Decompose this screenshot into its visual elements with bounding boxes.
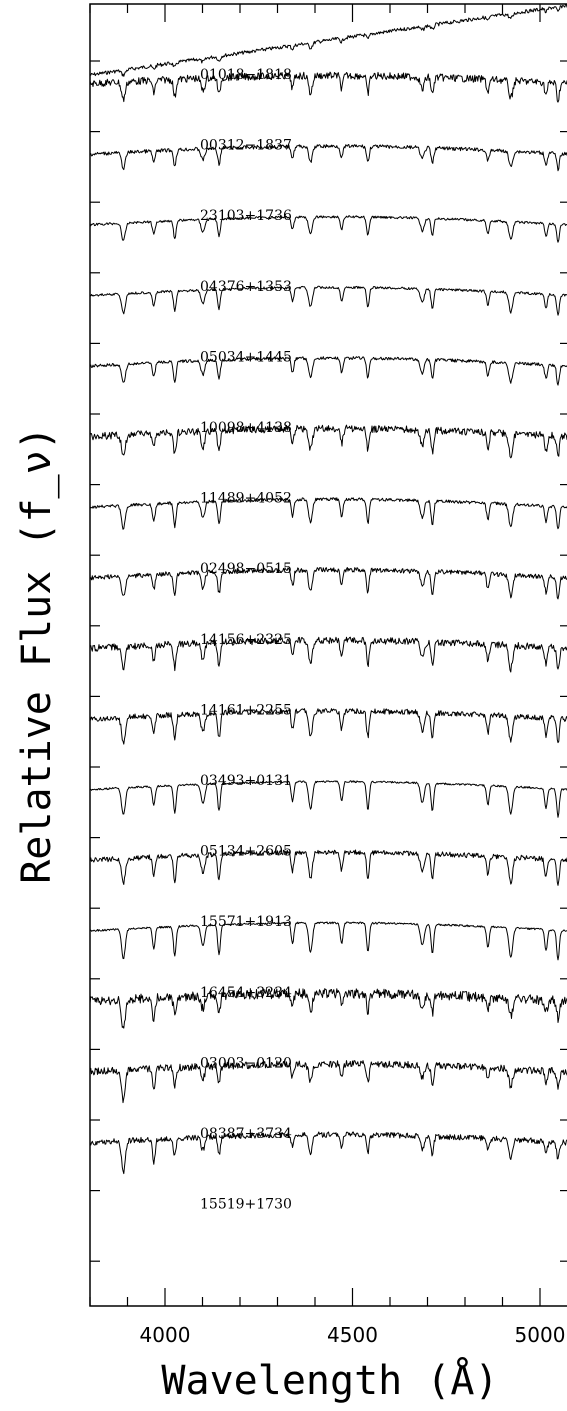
spectrum-line: [89, 144, 567, 172]
spectrum-label: 10098+4138: [200, 420, 292, 436]
spectrum-line: [89, 567, 567, 600]
spectrum-labels: 01018−1818 00312−1837 23103+1736 04376+1353…: [200, 67, 292, 1213]
spectrum-line: [89, 424, 567, 459]
spectrum-label: 03003−0120: [200, 1055, 292, 1071]
y-ticks: [90, 60, 567, 1262]
spectrum-line: [89, 636, 567, 673]
spectrum-line: [89, 285, 567, 316]
spectrum-label: 23103+1736: [200, 208, 292, 224]
spectrum-label: 15519+1730: [200, 1197, 292, 1213]
spectrum-line: [89, 849, 567, 886]
x-tick-label: 4000: [140, 1323, 191, 1347]
spectrum-line: [89, 71, 567, 103]
spectrum-line: [89, 921, 567, 961]
spectrum-line: [89, 988, 567, 1029]
spectrum-line: [89, 780, 567, 818]
x-tick-label: 4500: [327, 1323, 378, 1347]
spectrum-line: [89, 1060, 567, 1104]
spectrum-label: 05034+1445: [200, 349, 292, 365]
plot-frame: [89, 3, 567, 1307]
x-axis-title: Wavelength (Å): [161, 1356, 498, 1404]
spectrum-line: [89, 3, 567, 77]
spectrum-label: 00312−1837: [200, 138, 292, 154]
spectrum-label: 04376+1353: [200, 279, 292, 295]
spectrum-label: 14161+2255: [200, 702, 292, 718]
spectrum-line: [89, 708, 567, 745]
x-ticks: 4000 4500 5000: [89, 4, 566, 1347]
spectrum-label: 11489+4052: [200, 491, 292, 507]
spectrum-line: [89, 497, 567, 530]
spectrum-line: [89, 1131, 567, 1175]
spectrum-label: 16454+3234: [200, 985, 292, 1001]
spectra-group: [89, 3, 567, 1175]
spectrum-label: 01018−1818: [200, 67, 292, 83]
spectrum-label: 08387+3734: [200, 1126, 292, 1142]
spectrum-label: 05134+2605: [200, 844, 292, 860]
spectrum-label: 14156+2325: [200, 632, 292, 648]
spectrum-line: [89, 215, 567, 243]
x-tick-label: 5000: [515, 1323, 566, 1347]
spectrum-label: 03493+0131: [200, 773, 292, 789]
spectrum-label: 02498−0515: [200, 561, 292, 577]
spectrum-label: 15571+1913: [200, 914, 292, 930]
y-axis-title: Relative Flux (f_ν): [14, 426, 60, 884]
y-axis-title-text: Relative Flux (f_ν): [14, 426, 60, 884]
spectrum-line: [89, 356, 567, 386]
